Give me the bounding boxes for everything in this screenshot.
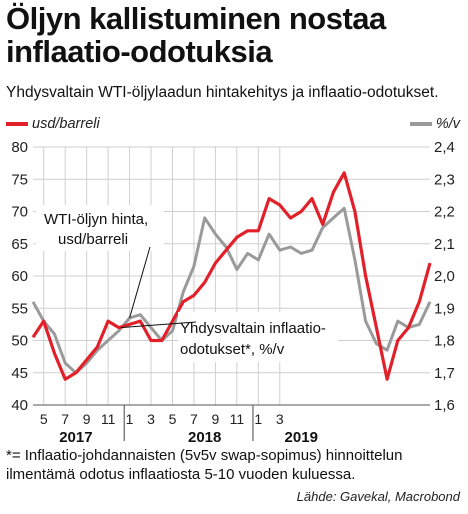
source-credit: Lähde: Gavekal, Macrobond (296, 489, 460, 504)
x-tick-label: 11 (230, 411, 245, 427)
legend-right: %/v (409, 116, 460, 132)
right-tick-label: 2,2 (434, 204, 455, 221)
inflation-annotation-leader (120, 321, 197, 329)
inflation-annotation-line2: odotukset*, %/v (180, 341, 285, 358)
right-tick-label: 1,9 (434, 300, 455, 317)
left-tick-label: 55 (11, 300, 28, 317)
year-label: 2019 (285, 429, 318, 446)
right-tick-label: 1,8 (434, 333, 455, 350)
x-tick-label: 5 (40, 411, 48, 427)
x-tick-label: 1 (126, 411, 134, 427)
x-tick-label: 7 (190, 411, 198, 427)
right-tick-label: 2,1 (434, 236, 455, 253)
footnote: *= Inflaatio-johdannaisten (5v5v swap-so… (6, 447, 403, 483)
left-tick-label: 50 (11, 333, 28, 350)
right-tick-label: 2,0 (434, 268, 455, 285)
x-tick-label: 5 (169, 411, 177, 427)
x-tick-label: 3 (147, 411, 155, 427)
left-tick-label: 65 (11, 236, 28, 253)
oil-annotation-line2: usd/barreli (58, 231, 128, 248)
x-tick-label: 3 (276, 411, 284, 427)
year-label: 2018 (188, 429, 221, 446)
left-tick-label: 80 (11, 139, 28, 156)
right-tick-label: 1,6 (434, 397, 455, 414)
legend-left-label: usd/barreli (32, 116, 100, 132)
legend-oil-swatch (6, 122, 28, 127)
inflation-annotation-box (178, 312, 338, 362)
year-label: 2017 (59, 429, 92, 446)
legend-inflation-swatch (409, 122, 432, 127)
left-tick-label: 70 (11, 204, 28, 221)
left-tick-label: 45 (11, 365, 28, 382)
x-tick-label: 9 (83, 411, 91, 427)
legend-left: usd/barreli (6, 116, 100, 132)
x-tick-label: 1 (254, 411, 262, 427)
inflation-expectation-line (31, 206, 432, 375)
oil-price-line (31, 171, 432, 381)
inflation-annotation-line1: Yhdysvaltain inflaatio- (180, 320, 326, 337)
x-tick-label: 11 (101, 411, 116, 427)
chart-plot: 40 1,645 1,750 1,855 1,960 2,065 2,170 2,275 2,3… (11, 139, 455, 446)
left-tick-label: 60 (11, 268, 28, 285)
oil-annotation-line1: WTI-öljyn hinta, (44, 211, 148, 228)
chart-title: Öljyn kallistuminen nostaa inflaatio-odo… (6, 2, 462, 68)
chart-title-line1: Öljyn kallistuminen nostaa (6, 1, 386, 36)
right-tick-label: 2,3 (434, 171, 455, 188)
chart-subtitle: Yhdysvaltain WTI-öljylaadun hintakehitys… (6, 84, 439, 101)
x-tick-label: 9 (212, 411, 220, 427)
chart-title-line2: inflaatio-odotuksia (6, 34, 273, 69)
left-tick-label: 40 (11, 397, 28, 414)
oil-annotation-box (36, 205, 164, 251)
oil-annotation-leader (129, 246, 151, 319)
x-tick-label: 7 (61, 411, 69, 427)
right-tick-label: 2,4 (434, 139, 455, 156)
legend-right-label: %/v (435, 116, 460, 132)
right-tick-label: 1,7 (434, 365, 455, 382)
left-tick-label: 75 (11, 171, 28, 188)
